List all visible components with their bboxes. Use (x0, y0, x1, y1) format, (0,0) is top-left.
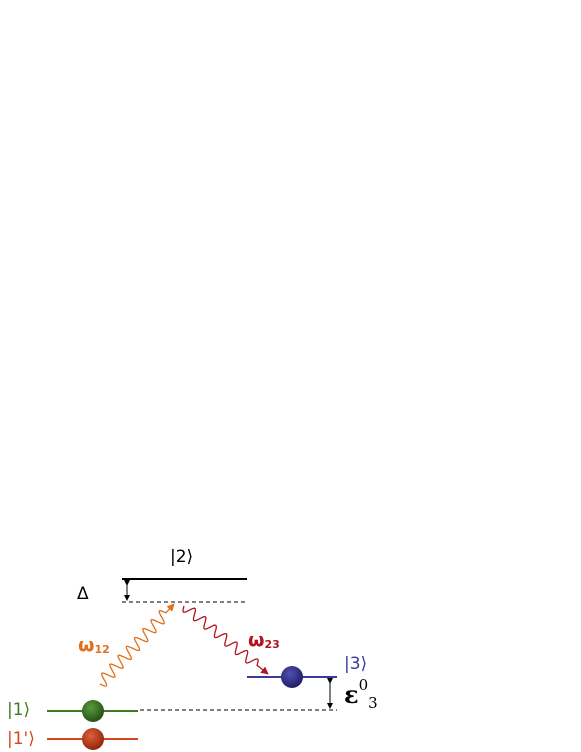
particle (281, 666, 303, 688)
level-label: |1⟩ (7, 700, 30, 720)
particle (82, 700, 104, 722)
transition-label: ω12 (78, 634, 110, 657)
energy-label: ε03 (344, 676, 378, 712)
photon-wave (182, 605, 269, 675)
particle (82, 728, 104, 750)
level-label: |1'⟩ (7, 729, 35, 749)
level-label: |2⟩ (170, 547, 193, 567)
level-label: |3⟩ (344, 654, 367, 674)
photon-wave (99, 603, 175, 687)
transition-label: ω23 (248, 629, 280, 652)
detuning-label: Δ (77, 584, 89, 604)
